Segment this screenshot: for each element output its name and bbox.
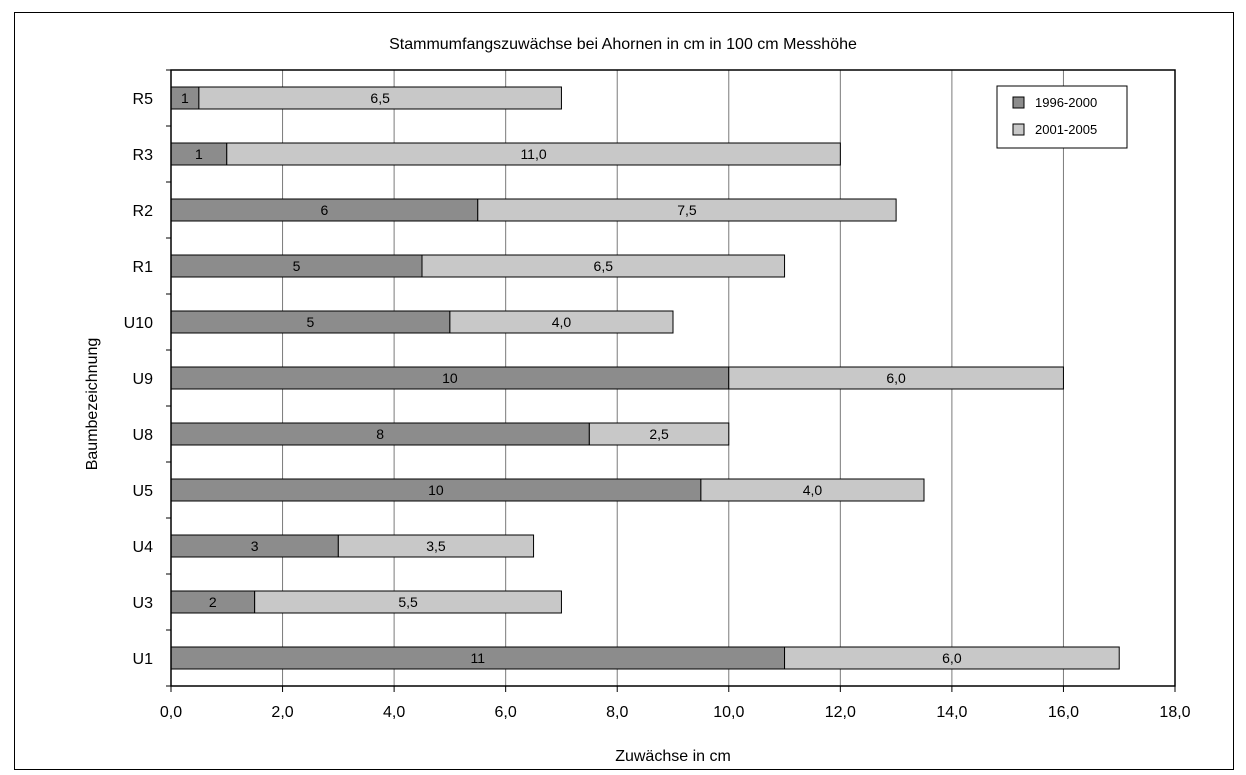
legend-box [996,85,1128,149]
x-tick-label: 10,0 [713,704,744,721]
y-tick-label: R5 [133,91,154,108]
bar-series2 [700,478,925,502]
data-label: 6,5 [594,258,614,274]
data-label: 5 [307,314,315,330]
data-label: 10 [442,370,458,386]
x-tick-label: 4,0 [383,704,405,721]
data-label: 3,5 [426,538,446,554]
x-tick-label: 12,0 [825,704,856,721]
legend: 1996-2000 2001-2005 [996,85,1128,149]
plot-area [170,69,1176,687]
x-axis: 0,0 2,0 4,0 6,0 8,0 10,0 12,0 14,0 16,0 18,0 [160,686,1191,721]
x-axis-label: Zuwächse in cm [615,748,731,765]
bar-series2 [477,198,897,222]
y-tick-label: R2 [133,203,154,220]
x-tick-label: 8,0 [606,704,628,721]
data-label: 3 [251,538,259,554]
bar-series2 [254,590,562,614]
x-tick-label: 18,0 [1159,704,1190,721]
bar-series2 [588,422,730,446]
data-label: 11 [471,650,486,666]
chart-title: Stammumfangszuwächse bei Ahornen in cm i… [389,36,857,53]
data-label: 8 [376,426,384,442]
legend-swatch [1012,96,1025,109]
y-tick-label: U1 [133,651,154,668]
y-tick-label: R1 [133,259,154,276]
data-label: 7,5 [677,202,697,218]
bar-series2 [226,142,841,166]
data-label: 5 [293,258,301,274]
y-tick-label: R3 [133,147,154,164]
x-tick-label: 16,0 [1048,704,1079,721]
bar-series2 [198,86,562,110]
data-label: 6,0 [886,370,906,386]
y-tick-label: U4 [133,539,154,556]
data-label: 1 [195,146,203,162]
legend-swatch [1012,123,1025,136]
x-tick-label: 2,0 [271,704,293,721]
bar-series2 [728,366,1064,390]
y-axis-label: Baumbezeichnung [84,338,101,471]
bar-series2 [337,534,535,558]
data-label: 1 [181,90,189,106]
data-label: 2 [209,594,217,610]
data-label: 4,0 [803,482,823,498]
y-tick-label: U3 [133,595,154,612]
data-label: 5,5 [398,594,418,610]
bar-series2 [421,254,786,278]
data-label: 6 [320,202,328,218]
data-label: 10 [428,482,444,498]
data-label: 4,0 [552,314,572,330]
y-tick-label: U10 [124,315,153,332]
legend-label: 1996-2000 [1035,95,1097,110]
data-label: 2,5 [649,426,669,442]
bars: 1 6,5 1 11,0 6 7,5 5 6,5 5 4,0 10 6,0 8 2,5 10 4,0 3 3,5 2… [170,86,1120,670]
y-axis: R5 R3 R2 R1 U10 U9 U8 U5 U4 U3 U1 [124,69,171,687]
bar-series2 [784,646,1120,670]
bar-series2 [449,310,674,334]
x-tick-label: 0,0 [160,704,182,721]
y-tick-label: U5 [133,483,154,500]
x-tick-label: 6,0 [495,704,517,721]
y-tick-label: U9 [133,371,154,388]
data-label: 11,0 [520,146,546,162]
legend-label: 2001-2005 [1035,122,1097,137]
data-label: 6,5 [370,90,390,106]
y-tick-label: U8 [133,427,154,444]
x-tick-label: 14,0 [936,704,967,721]
data-label: 6,0 [942,650,962,666]
